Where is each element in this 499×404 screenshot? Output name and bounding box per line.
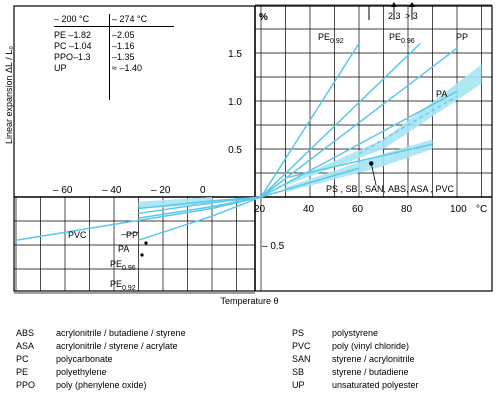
inset-row: PC –1.04 –1.16 [54, 41, 135, 51]
x-tick-label: 20 [254, 204, 266, 215]
legend-item: PC polycarbonate [16, 354, 113, 364]
x-tick-label: 40 [303, 204, 315, 215]
legend-item: PVC poly (vinyl chloride) [292, 341, 410, 351]
x-unit: °C [476, 204, 487, 215]
legend-item: SB styrene / butadiene [292, 367, 409, 377]
inset-row: PPO–1.3 –1.35 [54, 52, 135, 62]
label-pe096-upper: PE0.96 [389, 32, 415, 45]
x-tick-label: 80 [401, 204, 413, 215]
x-tick-label: – 40 [102, 185, 122, 196]
y-unit: % [259, 12, 268, 23]
series-line-1 [138, 47, 458, 210]
pa-dashed-line [358, 95, 458, 155]
y-tick-label: 1.0 [228, 97, 242, 108]
label-pa-lower: PA [118, 244, 129, 254]
low-temperature-table: – 200 °C – 274 °C PE –1.82 –2.05 PC –1.0… [54, 14, 174, 100]
series-line-5 [285, 143, 433, 179]
x-tick-label: 0 [200, 185, 206, 196]
x-tick-label: – 20 [151, 185, 171, 196]
y-tick-label: – 0.5 [262, 241, 285, 252]
series-line-4 [138, 42, 360, 241]
legend-item: ASA acrylonitrile / styrene / acrylate [16, 341, 178, 351]
inset-header-274: – 274 °C [112, 14, 148, 24]
legend-item: PS polystyrene [292, 328, 379, 338]
group-pointer [370, 163, 377, 186]
lower-band [138, 197, 212, 209]
label-pp-upper: PP [456, 32, 468, 42]
annotation-2-3: 2.3 [388, 11, 401, 21]
legend-item: PE polyethylene [16, 367, 107, 377]
x-tick-label: – 60 [53, 185, 73, 196]
x-tick-label: 60 [352, 204, 364, 215]
label-pvc-lower: PVC [68, 230, 87, 240]
label-pa-upper: PA [436, 89, 447, 99]
series-line-2 [138, 90, 458, 215]
inset-row: UP ≈ –1.40 [54, 63, 142, 73]
label-group: PS , SB , SAN, ABS, ASA , PVC [326, 184, 455, 194]
y-tick-label: 1.5 [228, 49, 242, 60]
x-tick-label: 100 [450, 204, 467, 215]
series-line-0 [15, 167, 360, 241]
x-axis-label: Temperature θ [220, 296, 279, 306]
inset-header-row: – 200 °C – 274 °C [54, 14, 174, 27]
offscale-markers: 2.3 > 3 [368, 2, 418, 21]
annotation-gt3: > 3 [405, 11, 418, 21]
label-pe092-upper: PE0.92 [318, 32, 344, 45]
inset-row: PE –1.82 –2.05 [54, 30, 135, 40]
series-line-3 [138, 42, 421, 219]
label-pe096-lower: PE0.96 [110, 259, 136, 272]
label-pp-lower: PP [126, 230, 138, 240]
legend-item: PPO poly (phenylene oxide) [16, 380, 147, 390]
legend-item: ABS acrylonitrile / butadiene / styrene [16, 328, 186, 338]
inset-header-200: – 200 °C [54, 14, 90, 24]
legend-item: UP unsaturated polyester [292, 380, 419, 390]
y-axis-label: Linear expansion ΔL / L₀ [4, 46, 14, 144]
label-pe092-lower: PE0.92 [110, 279, 136, 292]
y-tick-label: 0.5 [228, 145, 242, 156]
legend-item: SAN styrene / acrylonitrile [292, 354, 415, 364]
